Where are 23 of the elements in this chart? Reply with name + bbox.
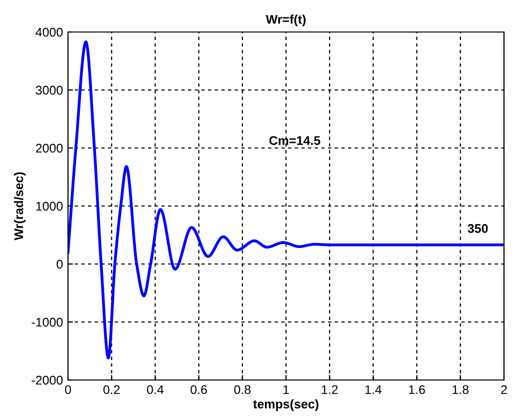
x-tick-label: 0.8	[234, 385, 251, 394]
x-axis-title: temps(sec)	[253, 399, 318, 411]
y-tick-label: 1000	[36, 202, 63, 211]
x-tick-label: 1.4	[365, 385, 382, 394]
y-tick-label: 4000	[36, 28, 63, 37]
y-tick-label: 2000	[36, 144, 63, 153]
x-tick-label: 2	[501, 385, 507, 394]
x-tick-label: 1	[283, 385, 289, 394]
chart-title: Wr=f(t)	[266, 14, 306, 26]
annotation: Cm=14.5	[269, 136, 320, 145]
y-tick-label: 3000	[36, 86, 63, 95]
x-tick-label: 1.6	[409, 385, 425, 394]
x-tick-label: 1.2	[322, 385, 338, 394]
y-tick-label: 0	[56, 260, 63, 269]
x-tick-label: 0	[65, 385, 71, 394]
x-tick-label: 0.6	[190, 385, 207, 394]
annotation: 350	[468, 224, 488, 233]
y-tick-label: -1000	[32, 318, 63, 327]
y-tick-label: -2000	[32, 376, 63, 385]
x-tick-label: 0.2	[103, 385, 120, 394]
y-axis-title: Wr(rad/sec)	[14, 172, 26, 240]
x-tick-label: 0.4	[147, 385, 164, 394]
x-tick-label: 1.8	[452, 385, 469, 394]
